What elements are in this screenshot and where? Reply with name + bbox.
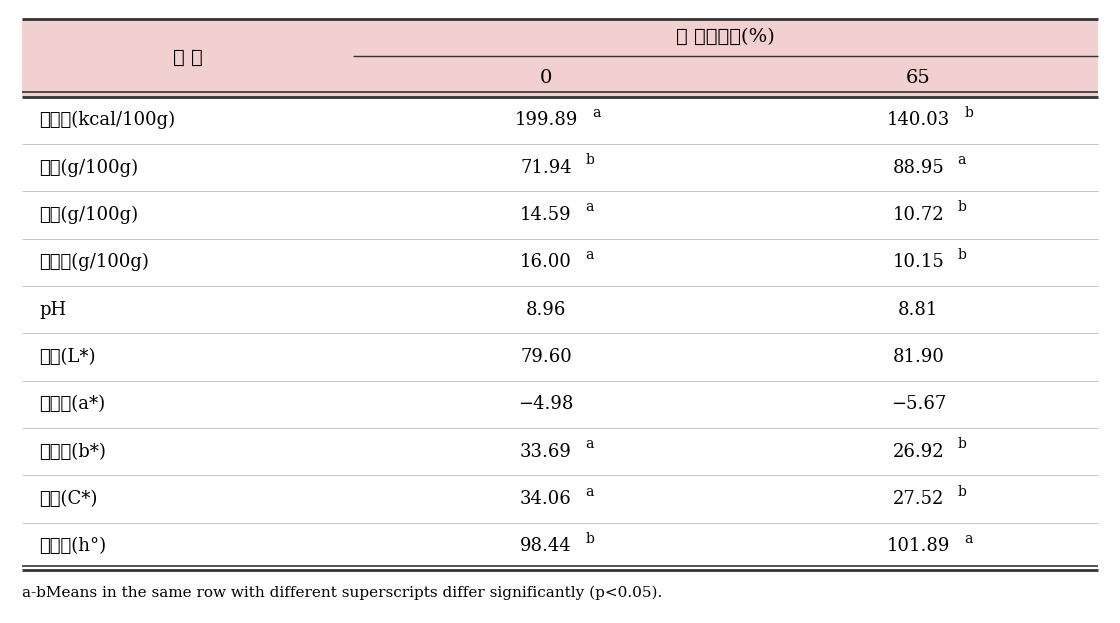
Text: 199.89: 199.89 <box>514 112 578 129</box>
Text: 88.95: 88.95 <box>893 159 944 176</box>
Text: −5.67: −5.67 <box>890 396 946 413</box>
Text: 황색도(b*): 황색도(b*) <box>39 443 106 460</box>
Text: a: a <box>585 485 594 498</box>
Text: 14.59: 14.59 <box>520 206 572 224</box>
Text: −4.98: −4.98 <box>519 396 573 413</box>
Text: b: b <box>958 485 967 498</box>
Text: 140.03: 140.03 <box>887 112 950 129</box>
Text: a: a <box>585 437 594 451</box>
Text: b: b <box>958 201 967 214</box>
Text: 0: 0 <box>540 69 552 87</box>
Text: 물 첨가수준(%): 물 첨가수준(%) <box>675 29 775 46</box>
Text: a: a <box>585 248 594 262</box>
Text: pH: pH <box>39 301 66 318</box>
Text: 79.60: 79.60 <box>520 348 572 366</box>
Text: 10.15: 10.15 <box>893 254 944 271</box>
Text: a: a <box>964 532 972 546</box>
Text: 명도(L*): 명도(L*) <box>39 348 95 366</box>
Text: 26.92: 26.92 <box>893 443 944 460</box>
Text: 65: 65 <box>906 69 931 87</box>
Text: 항 목: 항 목 <box>172 49 203 67</box>
Text: 수분(g/100g): 수분(g/100g) <box>39 158 139 177</box>
Text: 81.90: 81.90 <box>893 348 944 366</box>
Text: 71.94: 71.94 <box>520 159 572 176</box>
Text: 101.89: 101.89 <box>887 538 950 555</box>
Text: b: b <box>585 532 594 546</box>
Text: 10.72: 10.72 <box>893 206 944 224</box>
FancyBboxPatch shape <box>22 19 1098 97</box>
Text: 갈색도(h°): 갈색도(h°) <box>39 538 106 555</box>
Text: 34.06: 34.06 <box>520 490 572 508</box>
Text: 8.81: 8.81 <box>898 301 939 318</box>
Text: b: b <box>964 106 973 120</box>
Text: 8.96: 8.96 <box>525 301 567 318</box>
Text: 98.44: 98.44 <box>520 538 572 555</box>
Text: a-bMeans in the same row with different superscripts differ significantly (p<0.0: a-bMeans in the same row with different … <box>22 586 663 600</box>
Text: b: b <box>585 153 594 167</box>
Text: 33.69: 33.69 <box>520 443 572 460</box>
Text: 16.00: 16.00 <box>520 254 572 271</box>
Text: b: b <box>958 437 967 451</box>
Text: a: a <box>591 106 600 120</box>
Text: 체도(C*): 체도(C*) <box>39 490 97 508</box>
Text: a: a <box>958 153 965 167</box>
Text: 지방(g/100g): 지방(g/100g) <box>39 206 139 224</box>
Text: 27.52: 27.52 <box>893 490 944 508</box>
Text: 적색도(a*): 적색도(a*) <box>39 396 105 413</box>
Text: 단백질(g/100g): 단백질(g/100g) <box>39 253 149 272</box>
Text: a: a <box>585 201 594 214</box>
Text: b: b <box>958 248 967 262</box>
Text: 칼로리(kcal/100g): 칼로리(kcal/100g) <box>39 111 176 130</box>
